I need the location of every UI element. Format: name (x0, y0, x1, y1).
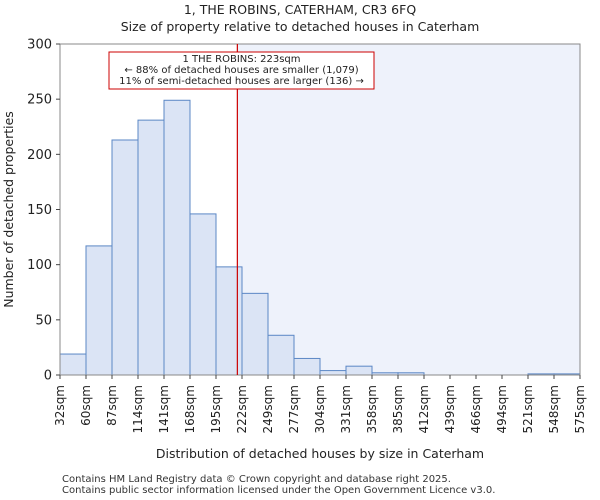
histogram-bar (241, 292, 269, 376)
x-tick-label: 358sqm (365, 385, 379, 433)
x-tick-label: 439sqm (443, 385, 457, 433)
histogram-bar (267, 334, 295, 376)
x-axis-label: Distribution of detached houses by size … (156, 446, 484, 461)
x-tick-label: 168sqm (183, 385, 197, 433)
x-tick-label: 195sqm (209, 385, 223, 433)
y-tick-label: 50 (35, 313, 52, 328)
y-tick-label: 150 (27, 203, 52, 218)
histogram-bar (293, 357, 321, 376)
histogram-bar (215, 266, 243, 376)
y-tick-label: 200 (27, 148, 52, 163)
chart-title-address: 1, THE ROBINS, CATERHAM, CR3 6FQ (183, 2, 417, 17)
y-tick-label: 100 (27, 258, 52, 273)
y-axis-label: Number of detached properties (1, 111, 16, 308)
histogram-bar (189, 213, 217, 376)
x-tick-label: 222sqm (235, 385, 249, 433)
y-tick-label: 0 (44, 369, 52, 384)
x-tick-label: 521sqm (521, 385, 535, 433)
annotation-box (108, 51, 375, 90)
annotation-title: 1 THE ROBINS: 223sqm (182, 54, 300, 65)
x-tick-label: 548sqm (547, 385, 561, 433)
x-tick-label: 114sqm (131, 385, 145, 433)
x-tick-label: 87sqm (105, 385, 119, 426)
x-tick-label: 277sqm (287, 385, 301, 433)
x-tick-label: 385sqm (391, 385, 405, 433)
histogram-bar (319, 370, 347, 376)
x-tick-label: 141sqm (157, 385, 171, 433)
histogram-bar (163, 99, 191, 376)
x-tick-label: 32sqm (53, 385, 67, 426)
x-tick-label: 331sqm (339, 385, 353, 433)
histogram-bar (137, 119, 165, 376)
x-tick-label: 575sqm (573, 385, 587, 433)
x-tick-label: 304sqm (313, 385, 327, 433)
chart-title: Size of property relative to detached ho… (120, 19, 480, 34)
footer-copyright: Contains HM Land Registry data © Crown c… (62, 474, 451, 485)
y-tick-label: 250 (27, 93, 52, 108)
histogram-bar (111, 139, 139, 376)
x-tick-label: 412sqm (417, 385, 431, 433)
x-tick-label: 60sqm (79, 385, 93, 426)
histogram-bar (85, 245, 113, 376)
annotation-larger: 11% of semi-detached houses are larger (… (119, 76, 364, 87)
x-tick-label: 249sqm (261, 385, 275, 433)
histogram-bar (345, 365, 373, 376)
annotation-smaller: ← 88% of detached houses are smaller (1,… (124, 65, 358, 76)
y-tick-label: 300 (27, 38, 52, 53)
x-tick-label: 494sqm (495, 385, 509, 433)
histogram-bar (59, 353, 87, 376)
footer-licence: Contains public sector information licen… (62, 485, 496, 496)
x-tick-label: 466sqm (469, 385, 483, 433)
highlight-region (237, 44, 580, 375)
